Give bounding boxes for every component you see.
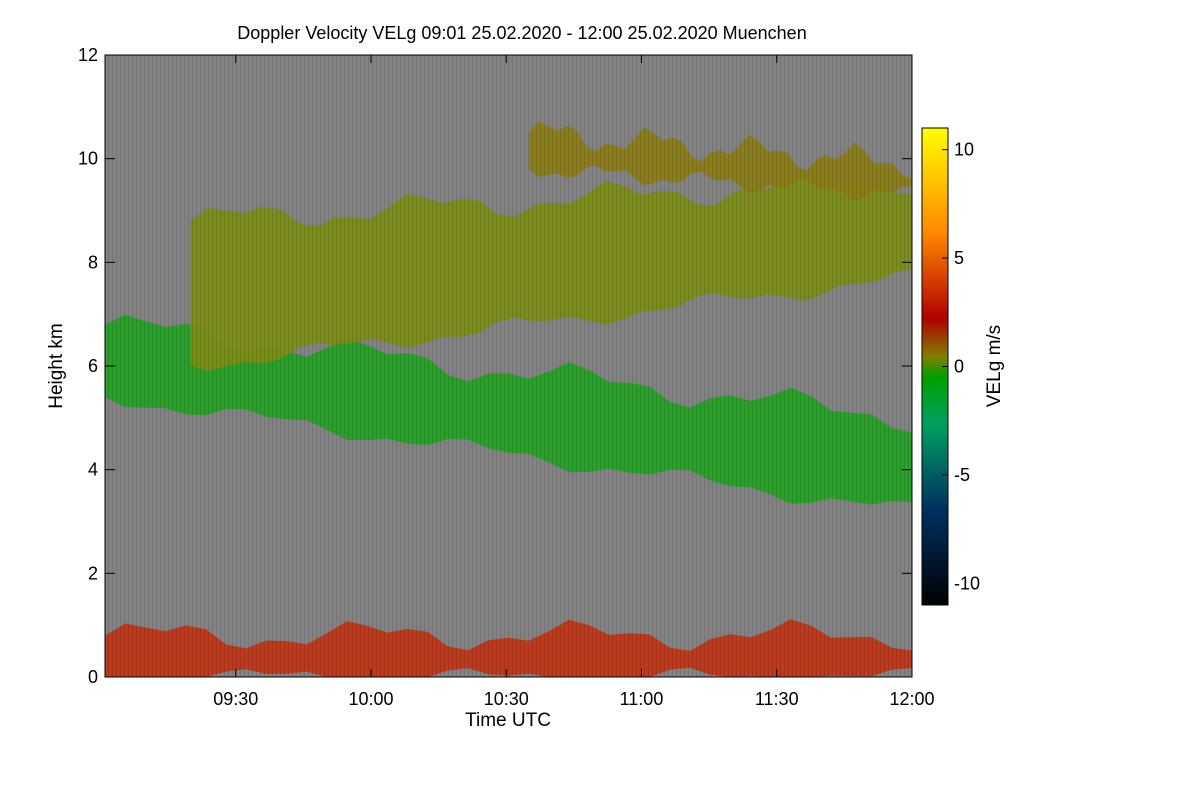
y-tick-label: 2 [88, 563, 98, 583]
y-tick-label: 12 [78, 45, 98, 65]
x-axis-label: Time UTC [465, 710, 551, 731]
colorbar-label: VELg m/s [984, 325, 1005, 407]
colorbar-tick-label: 10 [954, 140, 974, 160]
colorbar-tick-label: -10 [954, 573, 980, 593]
y-tick-label: 8 [88, 252, 98, 272]
y-tick-label: 10 [78, 149, 98, 169]
texture-overlay [105, 55, 912, 677]
colorbar-tick-label: 0 [954, 357, 964, 377]
colorbar: 10 5 0 -5 -10 VELg m/s [921, 127, 1005, 606]
y-tick-label: 6 [88, 356, 98, 376]
colorbar-ticks: 10 5 0 -5 -10 [942, 140, 980, 593]
x-tick-label: 12:00 [889, 689, 934, 709]
x-tick-label: 11:00 [620, 689, 664, 709]
x-tick-label: 11:30 [755, 689, 799, 709]
y-axis-label: Height km [46, 323, 67, 409]
y-tick-label: 4 [88, 460, 98, 480]
plot-area [105, 55, 912, 677]
y-tick-label: 0 [88, 667, 98, 687]
colorbar-tick-label: 5 [954, 248, 964, 268]
colorbar-tick-label: -5 [954, 465, 970, 485]
y-axis: 0 2 4 6 8 10 12 [78, 45, 912, 687]
x-axis: 09:30 10:00 10:30 11:00 11:30 12:00 [213, 55, 935, 709]
x-tick-label: 09:30 [213, 689, 258, 709]
chart-title: Doppler Velocity VELg 09:01 25.02.2020 -… [237, 23, 806, 43]
x-tick-label: 10:30 [484, 689, 529, 709]
x-tick-label: 10:00 [348, 689, 393, 709]
